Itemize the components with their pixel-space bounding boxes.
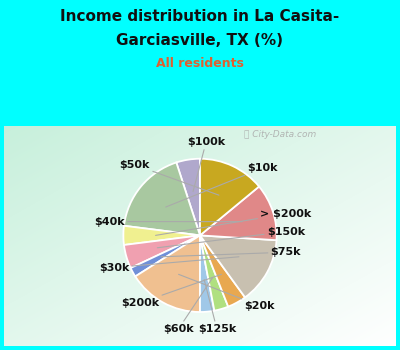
Wedge shape [200, 235, 228, 311]
Wedge shape [124, 162, 200, 235]
Text: Garciasville, TX (%): Garciasville, TX (%) [116, 33, 284, 48]
Text: > $200k: > $200k [156, 209, 312, 236]
Wedge shape [200, 187, 277, 240]
Text: $100k: $100k [187, 137, 225, 191]
Text: $20k: $20k [178, 274, 275, 311]
Text: $60k: $60k [163, 278, 212, 334]
Text: $150k: $150k [157, 226, 305, 248]
Wedge shape [135, 235, 200, 312]
Wedge shape [200, 235, 276, 298]
Wedge shape [123, 226, 200, 245]
Text: $10k: $10k [166, 163, 278, 207]
Wedge shape [200, 235, 214, 312]
Text: All residents: All residents [156, 57, 244, 70]
Wedge shape [200, 159, 259, 235]
Wedge shape [124, 235, 200, 268]
Wedge shape [131, 235, 200, 276]
Text: Income distribution in La Casita-: Income distribution in La Casita- [60, 9, 340, 24]
Wedge shape [200, 235, 245, 307]
Wedge shape [176, 159, 200, 235]
Text: $30k: $30k [99, 257, 239, 273]
Text: $50k: $50k [120, 160, 219, 195]
Text: $200k: $200k [121, 274, 222, 308]
Text: $125k: $125k [198, 280, 236, 334]
Text: $75k: $75k [161, 247, 301, 257]
Text: ⓘ City-Data.com: ⓘ City-Data.com [244, 130, 317, 139]
Text: $40k: $40k [94, 217, 242, 226]
